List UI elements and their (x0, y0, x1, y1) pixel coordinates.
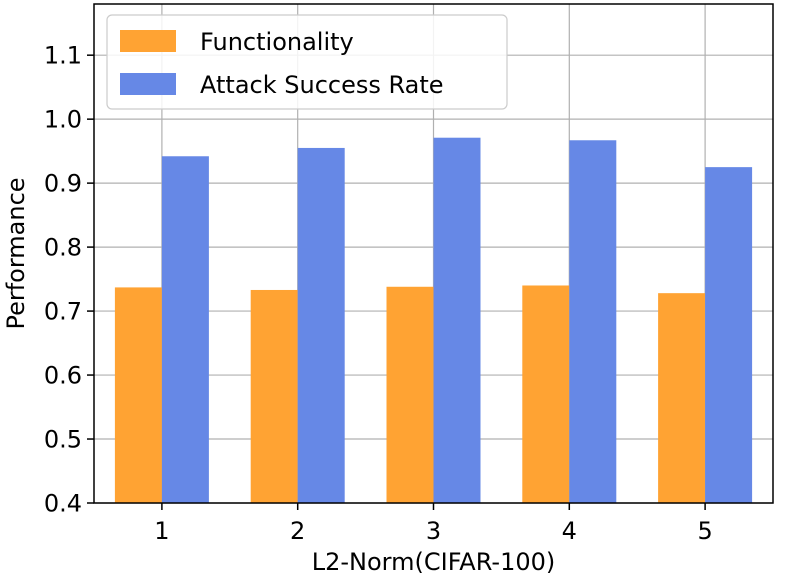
x-tick-label: 2 (290, 517, 305, 545)
legend-swatch (120, 30, 176, 52)
y-tick-label: 1.0 (44, 106, 82, 134)
bar-attack-success-rate (297, 147, 345, 503)
x-axis-label: L2-Norm(CIFAR-100) (312, 548, 556, 576)
y-tick-label: 0.7 (44, 298, 82, 326)
y-tick-label: 0.9 (44, 170, 82, 198)
y-tick-label: 0.8 (44, 234, 82, 262)
y-tick-label: 1.1 (44, 42, 82, 70)
x-tick-label: 5 (697, 517, 712, 545)
bar-attack-success-rate (569, 140, 617, 503)
legend-label: Attack Success Rate (200, 71, 444, 99)
y-tick-label: 0.6 (44, 362, 82, 390)
bar-functionality (250, 289, 298, 503)
bar-functionality (114, 287, 162, 503)
y-tick-label: 0.5 (44, 426, 82, 454)
bars (114, 137, 753, 503)
x-tick-label: 1 (154, 517, 169, 545)
legend-label: Functionality (200, 28, 354, 56)
y-tick-label: 0.4 (44, 490, 82, 518)
axis-ticks: 0.4 0.5 0.6 0.7 0.8 0.9 1.0 1.1 1 2 3 4 5 (44, 42, 713, 545)
x-tick-label: 3 (426, 517, 441, 545)
bar-functionality (658, 293, 706, 503)
legend-box (106, 14, 508, 110)
legend: Functionality Attack Success Rate (106, 14, 508, 110)
bar-functionality (522, 285, 570, 503)
bar-functionality (386, 286, 434, 503)
bar-attack-success-rate (433, 137, 481, 503)
legend-swatch (120, 73, 176, 95)
bar-attack-success-rate (161, 156, 209, 503)
bar-attack-success-rate (705, 167, 753, 503)
x-tick-label: 4 (562, 517, 577, 545)
y-axis-label: Performance (2, 177, 30, 329)
